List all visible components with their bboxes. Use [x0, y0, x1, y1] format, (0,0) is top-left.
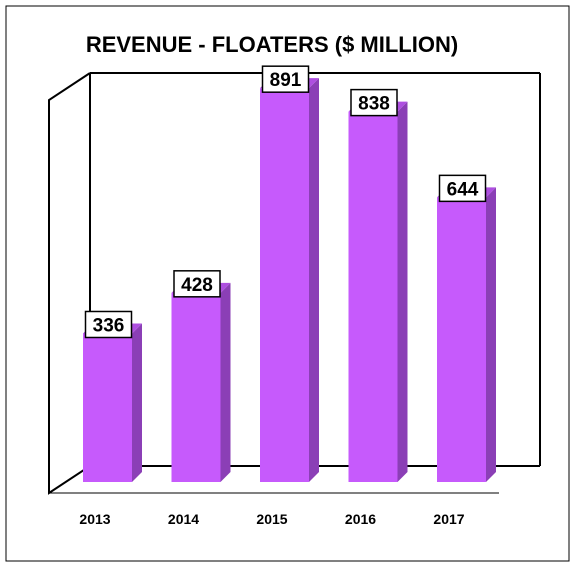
bar-front — [171, 292, 221, 482]
data-label-2015: 891 — [261, 65, 310, 93]
x-tick-label: 2015 — [256, 511, 287, 527]
x-axis-tick-labels: 2013 2014 2015 2016 2017 — [79, 511, 464, 527]
data-label-text: 428 — [181, 275, 213, 296]
bar-front — [260, 88, 309, 482]
data-label-2017: 644 — [438, 174, 487, 203]
x-tick-label: 2014 — [168, 511, 199, 527]
bar-2014 — [171, 282, 231, 482]
data-label-text: 838 — [358, 94, 390, 115]
bar-side — [220, 282, 231, 482]
data-label-2014: 428 — [173, 270, 221, 298]
bar-side — [132, 323, 142, 482]
data-labels: 336 428 891 838 644 — [84, 65, 487, 339]
data-label-text: 336 — [93, 315, 125, 336]
bar-2017 — [437, 187, 496, 483]
bar-side — [397, 101, 408, 482]
data-label-box — [438, 174, 487, 203]
data-label-box — [173, 270, 221, 298]
bar-side — [486, 187, 496, 483]
bar-front — [83, 333, 132, 482]
bar-front — [437, 197, 486, 483]
x-tick-label: 2017 — [433, 511, 464, 527]
data-label-text: 644 — [447, 179, 479, 200]
bar-2015 — [260, 78, 319, 482]
bar-2016 — [348, 101, 408, 482]
data-label-text: 891 — [270, 70, 302, 91]
data-label-2013: 336 — [84, 310, 133, 339]
x-tick-label: 2016 — [345, 511, 376, 527]
chart-title: REVENUE - FLOATERS ($ MILLION) — [86, 32, 458, 57]
bar-side — [309, 78, 319, 482]
data-label-box — [261, 65, 310, 93]
bar-front — [348, 111, 398, 482]
data-label-box — [84, 310, 133, 339]
data-label-box — [350, 88, 398, 117]
x-tick-label: 2013 — [79, 511, 110, 527]
bar-2013 — [83, 323, 142, 482]
data-label-2016: 838 — [350, 88, 398, 117]
